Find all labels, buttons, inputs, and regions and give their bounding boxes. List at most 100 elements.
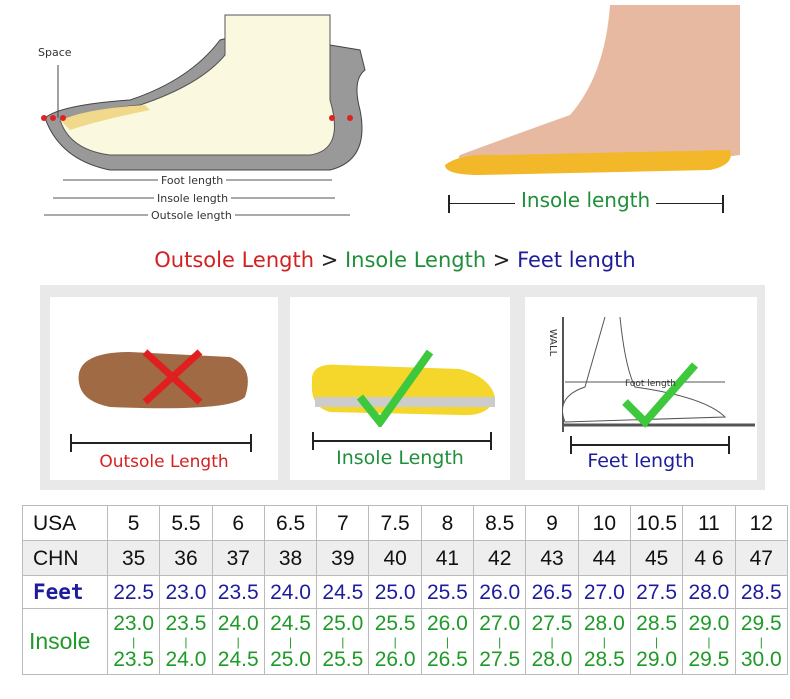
table-cell: 28.0: [682, 575, 736, 609]
insole-measure: [312, 432, 492, 450]
table-cell: 44: [577, 540, 631, 576]
check-icon: [622, 362, 699, 428]
foot-photo-illustration: [445, 5, 740, 175]
range-separator: |: [655, 634, 659, 649]
insole-max: 24.0: [165, 647, 207, 671]
table-row: Feet 22.5 23.0 23.5 24.0 24.5 25.0 25.5 26.0 26.5…: [22, 575, 789, 609]
insole-max: 29.0: [636, 647, 678, 671]
insole-max: 27.5: [479, 647, 521, 671]
table-cell: 12: [734, 505, 789, 541]
row-header: USA: [22, 505, 108, 541]
insole-max: 28.5: [583, 647, 625, 671]
row-header: Insole: [22, 608, 108, 675]
panel-feet: WALL Foot length Feet length: [525, 297, 757, 480]
shoe-illustration: [41, 14, 366, 216]
separator: >: [314, 248, 345, 272]
cross-icon: [142, 349, 203, 405]
insole-max: 26.0: [374, 647, 416, 671]
table-row: Insole 23.0 | 23.5 23.5 | 24.0 24.0 | 24.5 24.5 | 25…: [22, 608, 789, 675]
table-cell: 9: [525, 505, 579, 541]
insole-min: 28.0: [583, 612, 625, 636]
foot-length-label: Foot length: [158, 174, 227, 187]
insole-illustration: [311, 349, 495, 427]
foot-on-insole-photo: Insole length: [440, 5, 740, 225]
table-cell: 7.5: [368, 505, 422, 541]
panel-insole: Insole Length: [290, 297, 510, 480]
size-chart-table: USA 5 5.5 6 6.5 7 7.5 8 8.5 9 10 10.5 11 12 CHN 35 36 37 3…: [22, 505, 789, 675]
insole-length-label: Insole length: [154, 192, 232, 205]
table-cell: 26.0 | 26.5: [420, 608, 475, 675]
range-separator: |: [184, 634, 188, 649]
insole-min: 27.0: [479, 612, 521, 636]
table-cell: 25.5: [420, 575, 475, 609]
insole-max: 24.5: [217, 647, 259, 671]
insole-min: 25.0: [322, 612, 364, 636]
feet-measure: [570, 436, 730, 454]
insole-min: 29.5: [740, 612, 782, 636]
panel-outsole-label: Outsole Length: [99, 452, 229, 472]
table-cell: 28.5 | 29.0: [629, 608, 684, 675]
outsole-length-label: Outsole length: [148, 209, 235, 222]
table-cell: 38: [263, 540, 318, 576]
table-cell: 7: [316, 505, 370, 541]
table-cell: 4 6: [682, 540, 736, 576]
table-cell: 36: [159, 540, 213, 576]
panel-outsole: Outsole Length: [50, 297, 278, 480]
table-cell: 28.0 | 28.5: [577, 608, 631, 675]
panel-insole-label: Insole Length: [336, 447, 464, 469]
insole-max: 23.5: [113, 647, 155, 671]
insole-max: 28.0: [531, 647, 573, 671]
row-header: Feet: [22, 575, 108, 609]
wall-label: WALL: [547, 328, 559, 357]
insole-length-text: Insole Length: [344, 248, 487, 272]
table-cell: 6.5: [263, 505, 318, 541]
table-cell: 24.0: [263, 575, 318, 609]
insole-min: 24.5: [270, 612, 311, 636]
space-label: Space: [35, 46, 75, 59]
table-cell: 6: [211, 505, 265, 541]
table-cell: 23.5 | 24.0: [159, 608, 213, 675]
table-cell: 24.5: [316, 575, 370, 609]
table-row: USA 5 5.5 6 6.5 7 7.5 8 8.5 9 10 10.5 11 12: [22, 505, 789, 541]
insole-max: 29.5: [688, 647, 730, 671]
table-cell: 29.5 | 30.0: [734, 608, 789, 675]
insole-min: 26.0: [426, 612, 468, 636]
table-cell: 29.0 | 29.5: [682, 608, 736, 675]
range-separator: |: [498, 634, 502, 649]
table-cell: 22.5: [106, 575, 161, 609]
foot-length-label: Foot length: [625, 379, 676, 389]
table-cell: 35: [106, 540, 161, 576]
table-cell: 25.0 | 25.5: [316, 608, 370, 675]
table-cell: 39: [316, 540, 370, 576]
insole-length-label: Insole length: [515, 188, 657, 212]
table-cell: 10.5: [629, 505, 684, 541]
table-cell: 5: [106, 505, 161, 541]
range-separator: |: [132, 634, 136, 649]
insole-max: 26.5: [426, 647, 468, 671]
table-cell: 23.0 | 23.5: [106, 608, 161, 675]
table-cell: 27.5: [629, 575, 684, 609]
table-cell: 26.0: [473, 575, 527, 609]
table-cell: 23.0: [159, 575, 213, 609]
table-cell: 27.0 | 27.5: [473, 608, 527, 675]
check-icon: [356, 349, 434, 427]
table-cell: 28.5: [734, 575, 789, 609]
range-separator: |: [393, 634, 397, 649]
table-cell: 8: [420, 505, 475, 541]
table-cell: 42: [473, 540, 527, 576]
table-cell: 24.5 | 25.0: [263, 608, 318, 675]
range-separator: |: [445, 634, 449, 649]
table-cell: 47: [734, 540, 789, 576]
table-cell: 41: [420, 540, 475, 576]
table-cell: 25.5 | 26.0: [368, 608, 422, 675]
shoe-sole-illustration: [78, 349, 248, 409]
insole-min: 29.0: [688, 612, 730, 636]
table-cell: 27.0: [577, 575, 631, 609]
insole-min: 24.0: [217, 612, 259, 636]
insole-min: 28.5: [636, 612, 678, 636]
panel-feet-label: Feet length: [587, 450, 695, 472]
range-separator: |: [288, 634, 293, 649]
table-cell: 25.0: [368, 575, 422, 609]
range-separator: |: [602, 634, 606, 649]
table-cell: 10: [577, 505, 631, 541]
